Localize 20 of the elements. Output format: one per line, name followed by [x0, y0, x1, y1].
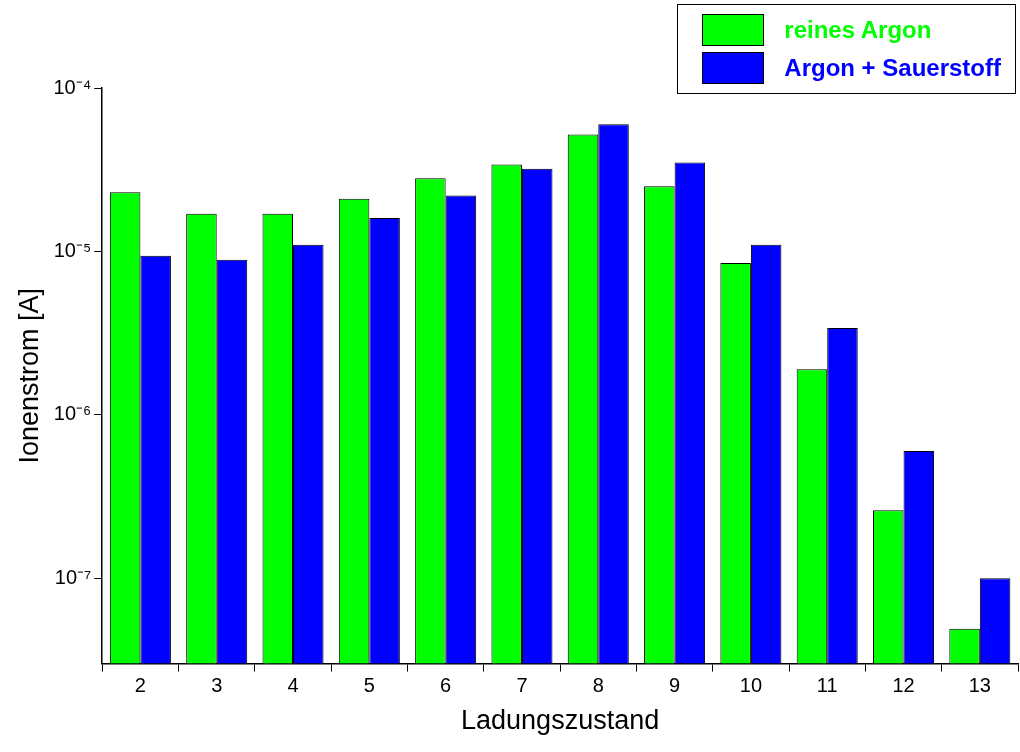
x-tick-label: 2	[134, 674, 146, 697]
x-tick-label: 9	[669, 674, 681, 697]
x-tick-label: 8	[592, 674, 604, 697]
y-tick-label: 10⁻⁴	[53, 75, 92, 98]
legend-label: reines Argon	[784, 16, 932, 44]
legend-label: Argon + Sauerstoff	[784, 54, 1001, 82]
x-tick-label: 12	[892, 674, 915, 697]
y-axis-title: Ionenstrom [A]	[13, 288, 44, 464]
x-tick-label: 5	[363, 674, 375, 697]
y-tick-label: 10⁻⁵	[53, 238, 92, 261]
x-axis-title: Ladungszustand	[461, 705, 660, 736]
y-tick-label: 10⁻⁶	[53, 402, 92, 425]
x-tick-label: 6	[440, 674, 452, 697]
x-tick-label: 10	[739, 674, 763, 697]
y-tick-label: 10⁻⁷	[54, 565, 92, 588]
x-tick-label: 3	[211, 674, 223, 697]
x-tick-label: 11	[816, 674, 838, 697]
x-tick-label: 13	[968, 674, 991, 697]
x-tick-label: 7	[516, 674, 528, 697]
x-tick-label: 4	[287, 674, 299, 697]
